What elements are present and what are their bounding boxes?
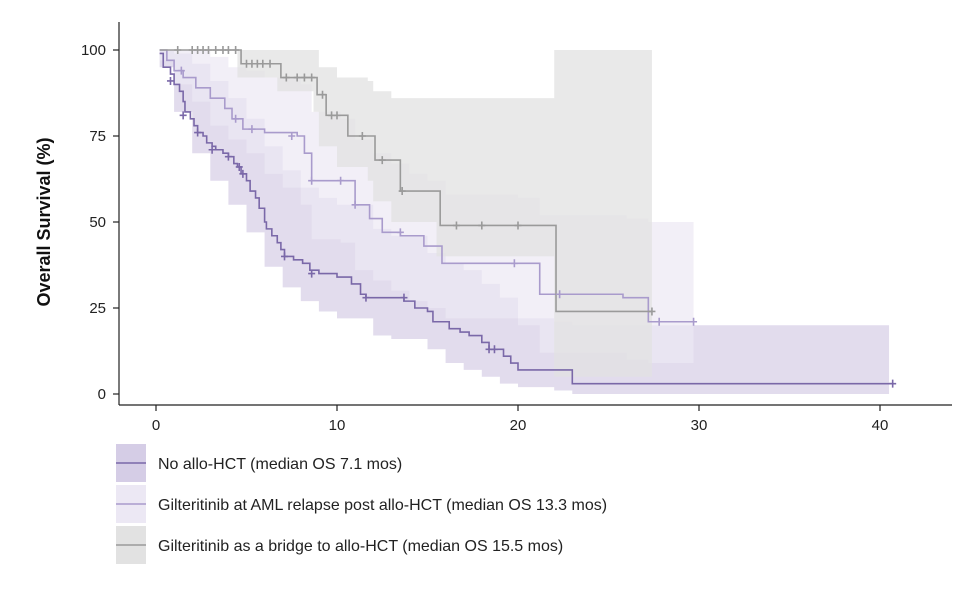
confidence-bands: [159, 50, 890, 394]
censor-mark: [333, 111, 341, 120]
censor-mark: [490, 345, 498, 354]
confidence-band-1: [159, 50, 890, 394]
y-tick-label: 25: [89, 300, 106, 317]
censor-mark: [398, 187, 406, 196]
y-tick-label: 50: [89, 214, 106, 231]
censor-mark: [690, 317, 698, 326]
legend-label: Gilteritinib as a bridge to allo-HCT (me…: [158, 538, 563, 555]
censor-mark: [514, 221, 522, 230]
censor-mark: [293, 73, 301, 82]
censor-mark: [396, 228, 404, 237]
y-axis-title: Overall Survival (%): [34, 137, 54, 306]
confidence-band-3: [159, 50, 652, 377]
censor-mark: [248, 125, 256, 134]
y-tick-label: 0: [98, 386, 106, 403]
censor-mark: [362, 293, 370, 302]
censor-mark: [319, 90, 327, 99]
censor-mark: [288, 132, 296, 140]
censor-mark: [194, 128, 202, 137]
legend-item-1: No allo-HCT (median OS 7.1 mos): [116, 444, 402, 482]
x-tick-label: 0: [152, 417, 160, 434]
censor-mark: [308, 269, 316, 278]
censor-mark: [510, 259, 518, 268]
survival-curve-1: [159, 52, 893, 385]
censor-mark: [281, 252, 289, 261]
censor-mark: [232, 114, 240, 123]
censor-mark: [378, 156, 386, 165]
survival-curves: [159, 49, 893, 385]
censor-mark: [224, 152, 232, 161]
censor-mark: [300, 73, 308, 82]
censor-mark: [177, 66, 185, 75]
censor-mark: [266, 59, 274, 68]
legend-item-2: Gilteritinib at AML relapse post allo-HC…: [116, 485, 607, 523]
legend-item-3: Gilteritinib as a bridge to allo-HCT (me…: [116, 526, 563, 564]
legend: No allo-HCT (median OS 7.1 mos) Gilteriti…: [116, 444, 607, 564]
survival-curve-3: [159, 49, 652, 313]
censor-mark: [232, 46, 240, 54]
censor-mark: [358, 132, 366, 140]
censor-mark: [308, 73, 316, 82]
x-tick-label: 40: [872, 417, 889, 434]
legend-label: No allo-HCT (median OS 7.1 mos): [158, 456, 402, 473]
y-axis-ticks: 0 25 50 75 100: [81, 42, 119, 403]
censor-marks: [166, 46, 897, 388]
censor-mark: [655, 317, 663, 326]
censor-mark: [337, 176, 345, 185]
censor-mark: [208, 145, 216, 154]
censor-mark: [204, 46, 212, 54]
censor-mark: [179, 111, 187, 120]
censor-mark: [174, 46, 182, 54]
censor-mark: [282, 73, 290, 82]
censor-mark: [889, 379, 897, 388]
censor-mark: [452, 221, 460, 230]
censor-mark: [212, 46, 220, 54]
x-tick-label: 10: [329, 417, 346, 434]
censor-mark: [648, 307, 656, 316]
censor-mark: [478, 221, 486, 230]
censor-mark: [351, 200, 359, 209]
censor-mark: [224, 46, 232, 54]
censor-mark: [400, 293, 408, 302]
censor-mark: [235, 162, 243, 171]
x-tick-label: 20: [510, 417, 527, 434]
censor-mark: [239, 169, 247, 178]
censor-mark: [166, 76, 174, 85]
x-tick-label: 30: [691, 417, 708, 434]
censor-mark: [259, 59, 267, 68]
survival-curve-2: [159, 49, 694, 323]
legend-label: Gilteritinib at AML relapse post allo-HC…: [158, 497, 607, 514]
y-tick-label: 75: [89, 128, 106, 145]
censor-mark: [556, 290, 564, 299]
y-tick-label: 100: [81, 42, 106, 59]
x-axis-ticks: 0 10 20 30 40: [152, 405, 889, 434]
censor-mark: [308, 176, 316, 185]
